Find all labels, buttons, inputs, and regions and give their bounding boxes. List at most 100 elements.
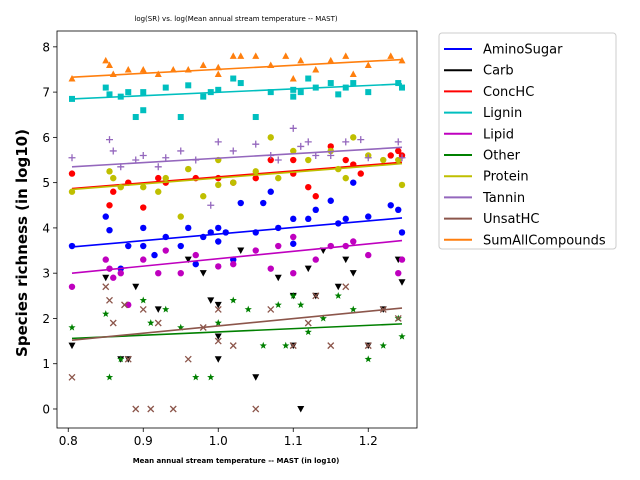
- data-point-aminosugar: [125, 242, 132, 250]
- data-point-unsathc: [169, 405, 177, 413]
- series-lignin: [69, 75, 405, 121]
- data-point-lipid: [155, 269, 162, 277]
- legend-label-conchc: ConcHC: [483, 85, 534, 100]
- data-point-carb: [132, 283, 140, 291]
- data-point-carb: [349, 270, 357, 277]
- data-point-aminosugar: [102, 213, 109, 220]
- data-point-sumallcompounds: [139, 65, 147, 73]
- data-point-protein: [380, 156, 387, 164]
- data-point-lignin: [290, 93, 297, 100]
- x-tick-label: 1.1: [284, 434, 303, 448]
- data-point-lipid: [267, 265, 274, 272]
- data-point-lipid: [365, 251, 372, 259]
- legend: AminoSugar Carb ConcHC Lignin Lipid Other Prot…: [438, 32, 617, 250]
- data-point-unsathc: [147, 405, 155, 413]
- data-point-lipid: [290, 233, 297, 241]
- data-point-sumallcompounds: [252, 52, 260, 59]
- legend-label-sumallcompounds: SumAllCompounds: [483, 233, 606, 248]
- data-point-unsathc: [214, 337, 222, 345]
- data-point-other: [282, 341, 290, 349]
- chart-title: log(SR) vs. log(Mean annual stream tempe…: [134, 15, 337, 23]
- data-point-other: [147, 319, 155, 327]
- data-point-sumallcompounds: [312, 65, 320, 73]
- data-point-protein: [252, 168, 259, 175]
- data-point-sumallcompounds: [237, 52, 245, 59]
- data-point-other: [192, 373, 200, 381]
- data-point-lipid: [312, 256, 319, 263]
- fit-line-sumallcompounds: [71, 58, 403, 78]
- data-point-conchc: [267, 156, 274, 164]
- data-point-lignin: [140, 107, 147, 114]
- data-point-other: [274, 301, 282, 308]
- data-point-sumallcompounds: [364, 61, 372, 68]
- data-point-unsathc: [102, 283, 110, 291]
- data-point-other: [68, 323, 76, 331]
- data-point-aminosugar: [140, 242, 147, 250]
- data-point-other: [334, 292, 342, 299]
- series-lipid: [68, 233, 406, 309]
- data-point-carb: [214, 356, 222, 363]
- fit-line-other: [71, 323, 403, 340]
- fit-line-lignin: [71, 83, 403, 100]
- data-point-tannin: [357, 136, 365, 144]
- data-point-sumallcompounds: [106, 61, 113, 68]
- data-point-lignin: [132, 114, 139, 121]
- data-point-aminosugar: [267, 188, 274, 195]
- data-point-tannin: [364, 154, 372, 162]
- data-point-unsathc: [184, 355, 192, 363]
- data-point-aminosugar: [365, 213, 372, 220]
- data-point-lipid: [215, 263, 222, 270]
- data-point-tannin: [139, 151, 147, 159]
- data-point-protein: [215, 181, 222, 189]
- series-unsathc: [68, 283, 403, 413]
- data-point-aminosugar: [350, 179, 357, 186]
- y-tick-label: 5: [42, 176, 50, 190]
- series-aminosugar: [68, 179, 406, 272]
- data-point-other: [259, 341, 267, 349]
- fit-line-tannin: [71, 146, 403, 168]
- data-point-lipid: [162, 247, 169, 254]
- y-axis: 0 1 2 3 4 5 6 7 8: [42, 40, 57, 416]
- data-point-other: [105, 373, 114, 381]
- data-point-sumallcompounds: [68, 75, 76, 82]
- data-point-unsathc: [68, 373, 76, 381]
- data-point-tannin: [207, 201, 215, 209]
- data-point-tannin: [297, 142, 305, 150]
- data-point-aminosugar: [290, 240, 297, 247]
- data-point-lignin: [305, 75, 312, 82]
- data-point-lignin: [399, 84, 405, 91]
- data-point-carb: [304, 265, 312, 273]
- data-point-other: [319, 314, 327, 322]
- legend-label-tannin: Tannin: [482, 191, 525, 206]
- data-point-other: [214, 319, 222, 327]
- data-point-aminosugar: [177, 242, 184, 250]
- data-point-aminosugar: [342, 215, 349, 223]
- data-point-protein: [342, 174, 349, 182]
- data-point-lipid: [252, 247, 259, 254]
- data-point-lipid: [398, 256, 406, 263]
- legend-label-protein: Protein: [483, 170, 529, 185]
- x-axis: 0.8 0.9 1.0 1.1 1.2: [59, 428, 378, 448]
- series-protein: [68, 134, 406, 220]
- data-point-lignin: [267, 89, 274, 96]
- data-point-lignin: [237, 80, 244, 87]
- data-point-carb: [334, 283, 342, 291]
- data-point-unsathc: [229, 342, 237, 350]
- x-axis-label: Mean annual stream temperature -- MAST (…: [133, 457, 340, 465]
- data-point-lignin: [177, 114, 184, 121]
- data-point-lignin: [342, 84, 349, 91]
- data-point-carb: [274, 274, 282, 282]
- data-point-sumallcompounds: [102, 56, 110, 64]
- data-point-lipid: [192, 251, 199, 259]
- legend-label-lipid: Lipid: [483, 127, 514, 142]
- data-point-lignin: [327, 80, 334, 87]
- data-point-sumallcompounds: [229, 52, 237, 59]
- data-point-unsathc: [154, 319, 162, 327]
- data-point-lipid: [117, 269, 124, 277]
- data-point-carb: [68, 342, 76, 350]
- legend-label-carb: Carb: [483, 64, 514, 79]
- data-point-carb: [184, 256, 192, 264]
- data-point-sumallcompounds: [327, 56, 335, 64]
- data-point-lipid: [110, 274, 117, 281]
